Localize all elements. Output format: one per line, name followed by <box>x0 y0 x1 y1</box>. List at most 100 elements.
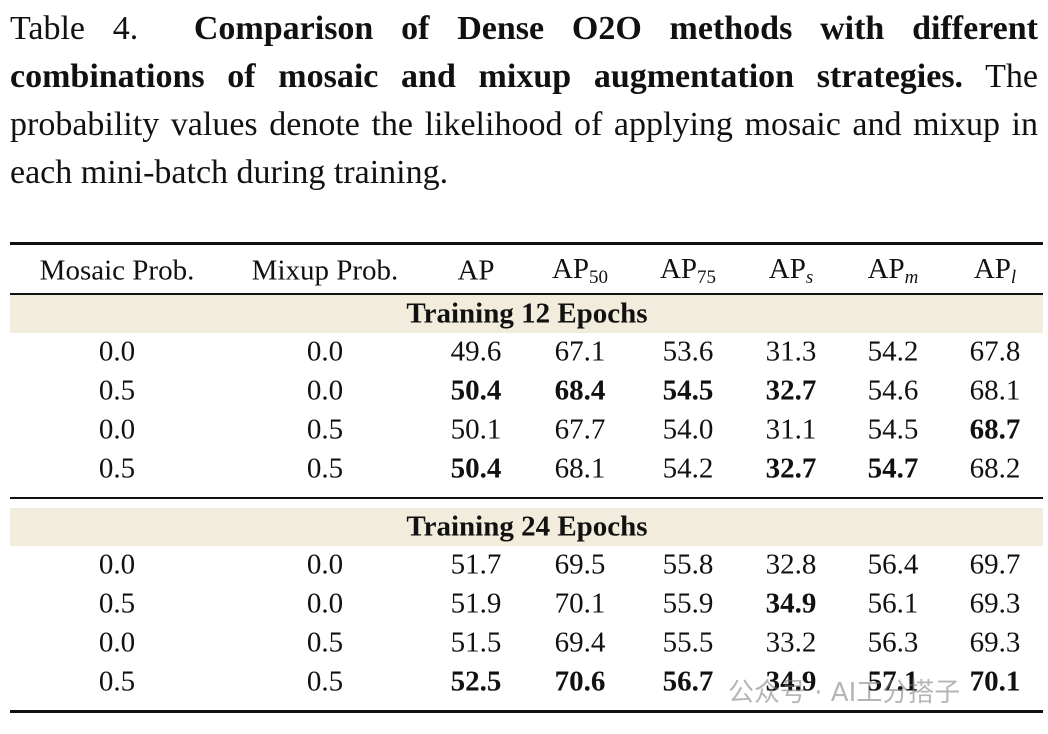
column-header: APm <box>867 253 919 288</box>
table-cell: 33.2 <box>765 626 817 659</box>
table-cell: 0.0 <box>306 587 344 620</box>
table-cell: 56.3 <box>867 626 919 659</box>
header-subscript: s <box>805 267 814 288</box>
top-rule <box>10 242 1043 245</box>
table-cell: 67.1 <box>554 335 606 368</box>
table-cell: 34.9 <box>765 665 817 698</box>
section-rule <box>10 497 1043 499</box>
column-header: APl <box>973 253 1017 288</box>
table-cell: 0.0 <box>306 548 344 581</box>
table-cell: 69.3 <box>969 587 1021 620</box>
column-header: AP50 <box>551 253 609 288</box>
header-subscript: 50 <box>589 267 609 288</box>
table-cell: 56.7 <box>662 665 714 698</box>
table-cell: 54.2 <box>867 335 919 368</box>
table-cell: 32.7 <box>765 452 817 485</box>
table-cell: 55.8 <box>662 548 714 581</box>
header-label: AP <box>457 254 495 287</box>
table-cell: 51.7 <box>450 548 502 581</box>
table-cell: 57.1 <box>867 665 919 698</box>
header-label: AP <box>551 253 590 285</box>
table-cell: 70.1 <box>554 587 606 620</box>
table-cell: 50.4 <box>450 452 502 485</box>
table-cell: 0.5 <box>306 665 344 698</box>
table-cell: 68.7 <box>969 413 1021 446</box>
table-cell: 0.0 <box>98 335 136 368</box>
table-cell: 0.5 <box>98 452 136 485</box>
header-subscript: m <box>904 267 919 288</box>
table-cell: 31.1 <box>765 413 817 446</box>
section-rule <box>10 293 1043 295</box>
caption: Table 4. Comparison of Dense O2O methods… <box>10 5 1038 197</box>
table-cell: 51.9 <box>450 587 502 620</box>
column-header: APs <box>768 253 814 288</box>
table-cell: 52.5 <box>450 665 502 698</box>
table-cell: 54.7 <box>867 452 919 485</box>
section-band <box>10 295 1043 333</box>
table-cell: 0.0 <box>306 374 344 407</box>
table-cell: 56.4 <box>867 548 919 581</box>
column-header: AP75 <box>659 253 717 288</box>
watermark: 公众号 · AI工分搭子 <box>728 678 961 708</box>
table-cell: 49.6 <box>450 335 502 368</box>
header-label: Mosaic Prob. <box>39 254 195 287</box>
table-cell: 56.1 <box>867 587 919 620</box>
table-cell: 53.6 <box>662 335 714 368</box>
table-cell: 51.5 <box>450 626 502 659</box>
table-cell: 54.6 <box>867 374 919 407</box>
table-cell: 0.0 <box>98 626 136 659</box>
table-cell: 67.7 <box>554 413 606 446</box>
header-label: AP <box>768 253 806 285</box>
table-cell: 0.5 <box>98 587 136 620</box>
table-cell: 68.4 <box>554 374 606 407</box>
bottom-rule <box>10 710 1043 713</box>
table-cell: 69.5 <box>554 548 606 581</box>
table-cell: 69.4 <box>554 626 606 659</box>
header-label: AP <box>973 253 1011 285</box>
table-cell: 32.8 <box>765 548 817 581</box>
header-subscript: 75 <box>697 267 717 288</box>
table-cell: 69.3 <box>969 626 1021 659</box>
table-cell: 55.5 <box>662 626 714 659</box>
caption-title: Comparison of Dense O2O methods with dif… <box>10 10 1039 95</box>
header-subscript: l <box>1010 267 1017 288</box>
table-cell: 70.6 <box>554 665 606 698</box>
table-cell: 0.5 <box>306 413 344 446</box>
table-cell: 0.0 <box>98 548 136 581</box>
table-cell: 70.1 <box>969 665 1021 698</box>
table-cell: 31.3 <box>765 335 817 368</box>
header-label: AP <box>659 253 698 285</box>
table-cell: 0.5 <box>98 665 136 698</box>
table-cell: 54.0 <box>662 413 714 446</box>
caption-label: Table 4. <box>10 10 139 47</box>
section-title: Training 24 Epochs <box>406 510 648 543</box>
header-label: Mixup Prob. <box>251 254 399 287</box>
table-cell: 50.1 <box>450 413 502 446</box>
column-header: Mosaic Prob. <box>39 254 195 287</box>
table-cell: 0.5 <box>306 452 344 485</box>
section-title: Training 12 Epochs <box>406 297 648 330</box>
table-cell: 68.1 <box>969 374 1021 407</box>
section-band <box>10 508 1043 546</box>
table-cell: 0.5 <box>306 626 344 659</box>
column-header: Mixup Prob. <box>251 254 399 287</box>
column-header: AP <box>457 254 495 287</box>
table-cell: 69.7 <box>969 548 1021 581</box>
table-cell: 54.2 <box>662 452 714 485</box>
table-cell: 34.9 <box>765 587 817 620</box>
table-cell: 54.5 <box>867 413 919 446</box>
table-cell: 32.7 <box>765 374 817 407</box>
table-cell: 68.1 <box>554 452 606 485</box>
table-cell: 0.5 <box>98 374 136 407</box>
table-cell: 50.4 <box>450 374 502 407</box>
table-cell: 54.5 <box>662 374 714 407</box>
table-cell: 67.8 <box>969 335 1021 368</box>
caption-text: The probability values denote the likeli… <box>10 58 1038 191</box>
header-label: AP <box>867 253 905 285</box>
table-cell: 0.0 <box>306 335 344 368</box>
table-cell: 55.9 <box>662 587 714 620</box>
table-cell: 0.0 <box>98 413 136 446</box>
table-cell: 68.2 <box>969 452 1021 485</box>
